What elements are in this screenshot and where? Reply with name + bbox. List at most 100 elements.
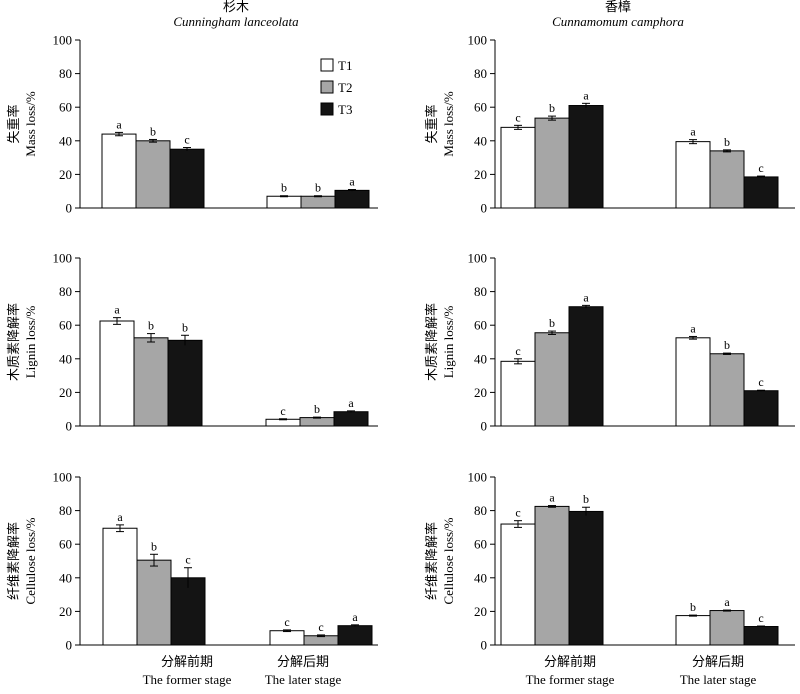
cellulose-cunningham-ytick-label-1: 20 xyxy=(59,604,72,619)
mass-cunningham-ytick-label-4: 80 xyxy=(59,66,72,81)
lignin-cunningham-ytick-label-2: 40 xyxy=(59,351,72,366)
cellulose-camphora-sig-letter-t1-0: c xyxy=(515,506,520,520)
lignin-camphora-ytick-label-1: 20 xyxy=(474,385,487,400)
category-label-en-later-right: The later stage xyxy=(680,672,757,687)
cellulose-cunningham-sig-letter-t3-0: c xyxy=(185,553,190,567)
lignin-cunningham-bar-t2-0 xyxy=(133,337,169,427)
category-label-cn-later-right: 分解后期 xyxy=(692,654,744,669)
legend-label-t1: T1 xyxy=(338,58,352,73)
column-title-en-cunningham: Cunningham lanceolata xyxy=(173,14,299,29)
mass-cunningham-sig-letter-t2-0: b xyxy=(150,124,156,138)
mass-cunningham-bar-t3-0 xyxy=(169,148,205,209)
lignin-camphora-ytick-label-2: 40 xyxy=(474,351,487,366)
mass-camphora-ylabel-cn: 失重率 xyxy=(424,104,439,143)
cellulose-cunningham-ytick-label-5: 100 xyxy=(53,470,73,485)
column-title-en-camphora: Cunnamomum camphora xyxy=(552,14,684,29)
lignin-cunningham-ytick-label-4: 80 xyxy=(59,284,72,299)
mass-camphora-ytick-label-1: 20 xyxy=(474,167,487,182)
mass-camphora-sig-letter-t2-1: b xyxy=(724,135,730,149)
lignin-cunningham-ytick-label-5: 100 xyxy=(53,251,73,266)
lignin-camphora-sig-letter-t2-0: b xyxy=(549,316,555,330)
mass-camphora-ytick-label-2: 40 xyxy=(474,133,487,148)
column-title-cn-camphora: 香樟 xyxy=(605,0,631,14)
legend-swatch-t3 xyxy=(320,102,334,116)
lignin-cunningham-ylabel-cn: 木质素降解率 xyxy=(6,303,21,381)
lignin-cunningham-sig-letter-t3-1: a xyxy=(348,396,354,410)
mass-cunningham-bar-t1-1 xyxy=(266,195,302,209)
lignin-cunningham-ytick-label-0: 0 xyxy=(66,419,73,434)
mass-camphora-sig-letter-t2-0: b xyxy=(549,101,555,115)
mass-camphora-ytick-label-5: 100 xyxy=(468,33,488,48)
mass-camphora-bar-t3-0 xyxy=(568,105,604,209)
mass-cunningham-sig-letter-t1-1: b xyxy=(281,181,287,195)
lignin-cunningham-bar-t3-0 xyxy=(167,339,203,427)
legend-swatch-t2 xyxy=(320,80,334,94)
cellulose-camphora-sig-letter-t3-0: b xyxy=(583,492,589,506)
cellulose-cunningham-ytick-label-3: 60 xyxy=(59,537,72,552)
legend-label-t2: T2 xyxy=(338,80,352,95)
lignin-cunningham-ytick-label-1: 20 xyxy=(59,385,72,400)
cellulose-camphora-sig-letter-t3-1: c xyxy=(758,611,763,625)
legend-label-t3: T3 xyxy=(338,102,352,117)
cellulose-camphora-ytick-label-0: 0 xyxy=(481,638,488,653)
lignin-camphora-ytick-label-5: 100 xyxy=(468,251,488,266)
lignin-camphora-bar-t1-1 xyxy=(675,337,711,427)
mass-camphora-bar-t1-1 xyxy=(675,141,711,209)
cellulose-camphora-bar-t1-1 xyxy=(675,615,711,646)
category-label-en-later-left: The later stage xyxy=(265,672,342,687)
mass-cunningham-ylabel-en: Mass loss/% xyxy=(23,91,38,157)
legend-swatch-t1 xyxy=(320,58,334,72)
cellulose-cunningham-bar-t1-0 xyxy=(102,527,138,646)
lignin-camphora-ytick-label-0: 0 xyxy=(481,419,488,434)
mass-cunningham-ytick-label-2: 40 xyxy=(59,133,72,148)
cellulose-camphora-sig-letter-t1-1: b xyxy=(690,600,696,614)
category-label-cn-later-left: 分解后期 xyxy=(277,654,329,669)
mass-cunningham-ytick-label-0: 0 xyxy=(66,201,73,216)
lignin-cunningham-ytick-label-3: 60 xyxy=(59,318,72,333)
mass-camphora-bar-t1-0 xyxy=(500,126,536,209)
lignin-camphora-ylabel-cn: 木质素降解率 xyxy=(424,303,439,381)
cellulose-cunningham-bar-t2-0 xyxy=(136,559,172,646)
cellulose-cunningham-ytick-label-2: 40 xyxy=(59,570,72,585)
cellulose-cunningham-sig-letter-t2-1: c xyxy=(318,620,323,634)
cellulose-camphora-bar-t2-1 xyxy=(709,610,745,646)
cellulose-cunningham-bar-t3-0 xyxy=(170,577,206,646)
cellulose-camphora-ytick-label-3: 60 xyxy=(474,537,487,552)
lignin-camphora-ylabel-en: Lignin loss/% xyxy=(441,306,456,379)
mass-camphora-ytick-label-3: 60 xyxy=(474,100,487,115)
mass-cunningham-ytick-label-3: 60 xyxy=(59,100,72,115)
cellulose-cunningham-bar-t2-1 xyxy=(303,635,339,646)
lignin-cunningham-sig-letter-t3-0: b xyxy=(182,320,188,334)
lignin-cunningham-bar-t1-1 xyxy=(265,418,301,427)
cellulose-cunningham-sig-letter-t1-1: c xyxy=(284,615,289,629)
lignin-cunningham-bar-t1-0 xyxy=(99,320,135,427)
lignin-cunningham-ylabel-en: Lignin loss/% xyxy=(23,306,38,379)
lignin-camphora-sig-letter-t3-0: a xyxy=(583,290,589,304)
mass-cunningham-sig-letter-t3-0: c xyxy=(184,133,189,147)
mass-camphora-bar-t2-0 xyxy=(534,117,570,209)
lignin-camphora-bar-t1-0 xyxy=(500,360,536,427)
cellulose-cunningham-sig-letter-t3-1: a xyxy=(352,610,358,624)
lignin-camphora-sig-letter-t1-1: a xyxy=(690,321,696,335)
category-label-en-former-left: The former stage xyxy=(143,672,232,687)
cellulose-camphora-bar-t2-0 xyxy=(534,505,570,646)
lignin-camphora-sig-letter-t2-1: b xyxy=(724,338,730,352)
lignin-cunningham-sig-letter-t2-0: b xyxy=(148,319,154,333)
lignin-camphora-sig-letter-t3-1: c xyxy=(758,375,763,389)
cellulose-camphora-ytick-label-1: 20 xyxy=(474,604,487,619)
mass-cunningham-ylabel-cn: 失重率 xyxy=(6,104,21,143)
lignin-camphora-sig-letter-t1-0: c xyxy=(515,344,520,358)
lignin-camphora-bar-t2-1 xyxy=(709,353,745,427)
lignin-cunningham-sig-letter-t1-1: c xyxy=(280,404,285,418)
mass-camphora-sig-letter-t3-1: c xyxy=(758,161,763,175)
mass-cunningham-bar-t2-0 xyxy=(135,140,171,209)
lignin-cunningham-sig-letter-t1-0: a xyxy=(114,303,120,317)
cellulose-camphora-ytick-label-4: 80 xyxy=(474,503,487,518)
cellulose-cunningham-sig-letter-t1-0: a xyxy=(117,510,123,524)
mass-camphora-bar-t2-1 xyxy=(709,150,745,209)
cellulose-cunningham-ylabel-cn: 纤维素降解率 xyxy=(6,522,21,600)
mass-camphora-ytick-label-4: 80 xyxy=(474,66,487,81)
mass-cunningham-sig-letter-t2-1: b xyxy=(315,181,321,195)
cellulose-camphora-sig-letter-t2-1: a xyxy=(724,595,730,609)
